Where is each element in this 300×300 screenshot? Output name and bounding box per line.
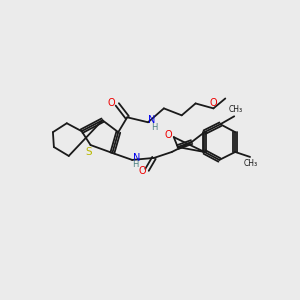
Text: O: O <box>210 98 217 108</box>
Text: H: H <box>151 123 157 132</box>
Text: O: O <box>164 130 172 140</box>
Text: N: N <box>134 153 141 163</box>
Text: H: H <box>132 160 138 169</box>
Text: O: O <box>138 166 146 176</box>
Text: S: S <box>85 147 92 157</box>
Text: CH₃: CH₃ <box>244 159 258 168</box>
Text: CH₃: CH₃ <box>228 105 242 114</box>
Text: O: O <box>107 98 115 108</box>
Text: N: N <box>148 115 156 125</box>
